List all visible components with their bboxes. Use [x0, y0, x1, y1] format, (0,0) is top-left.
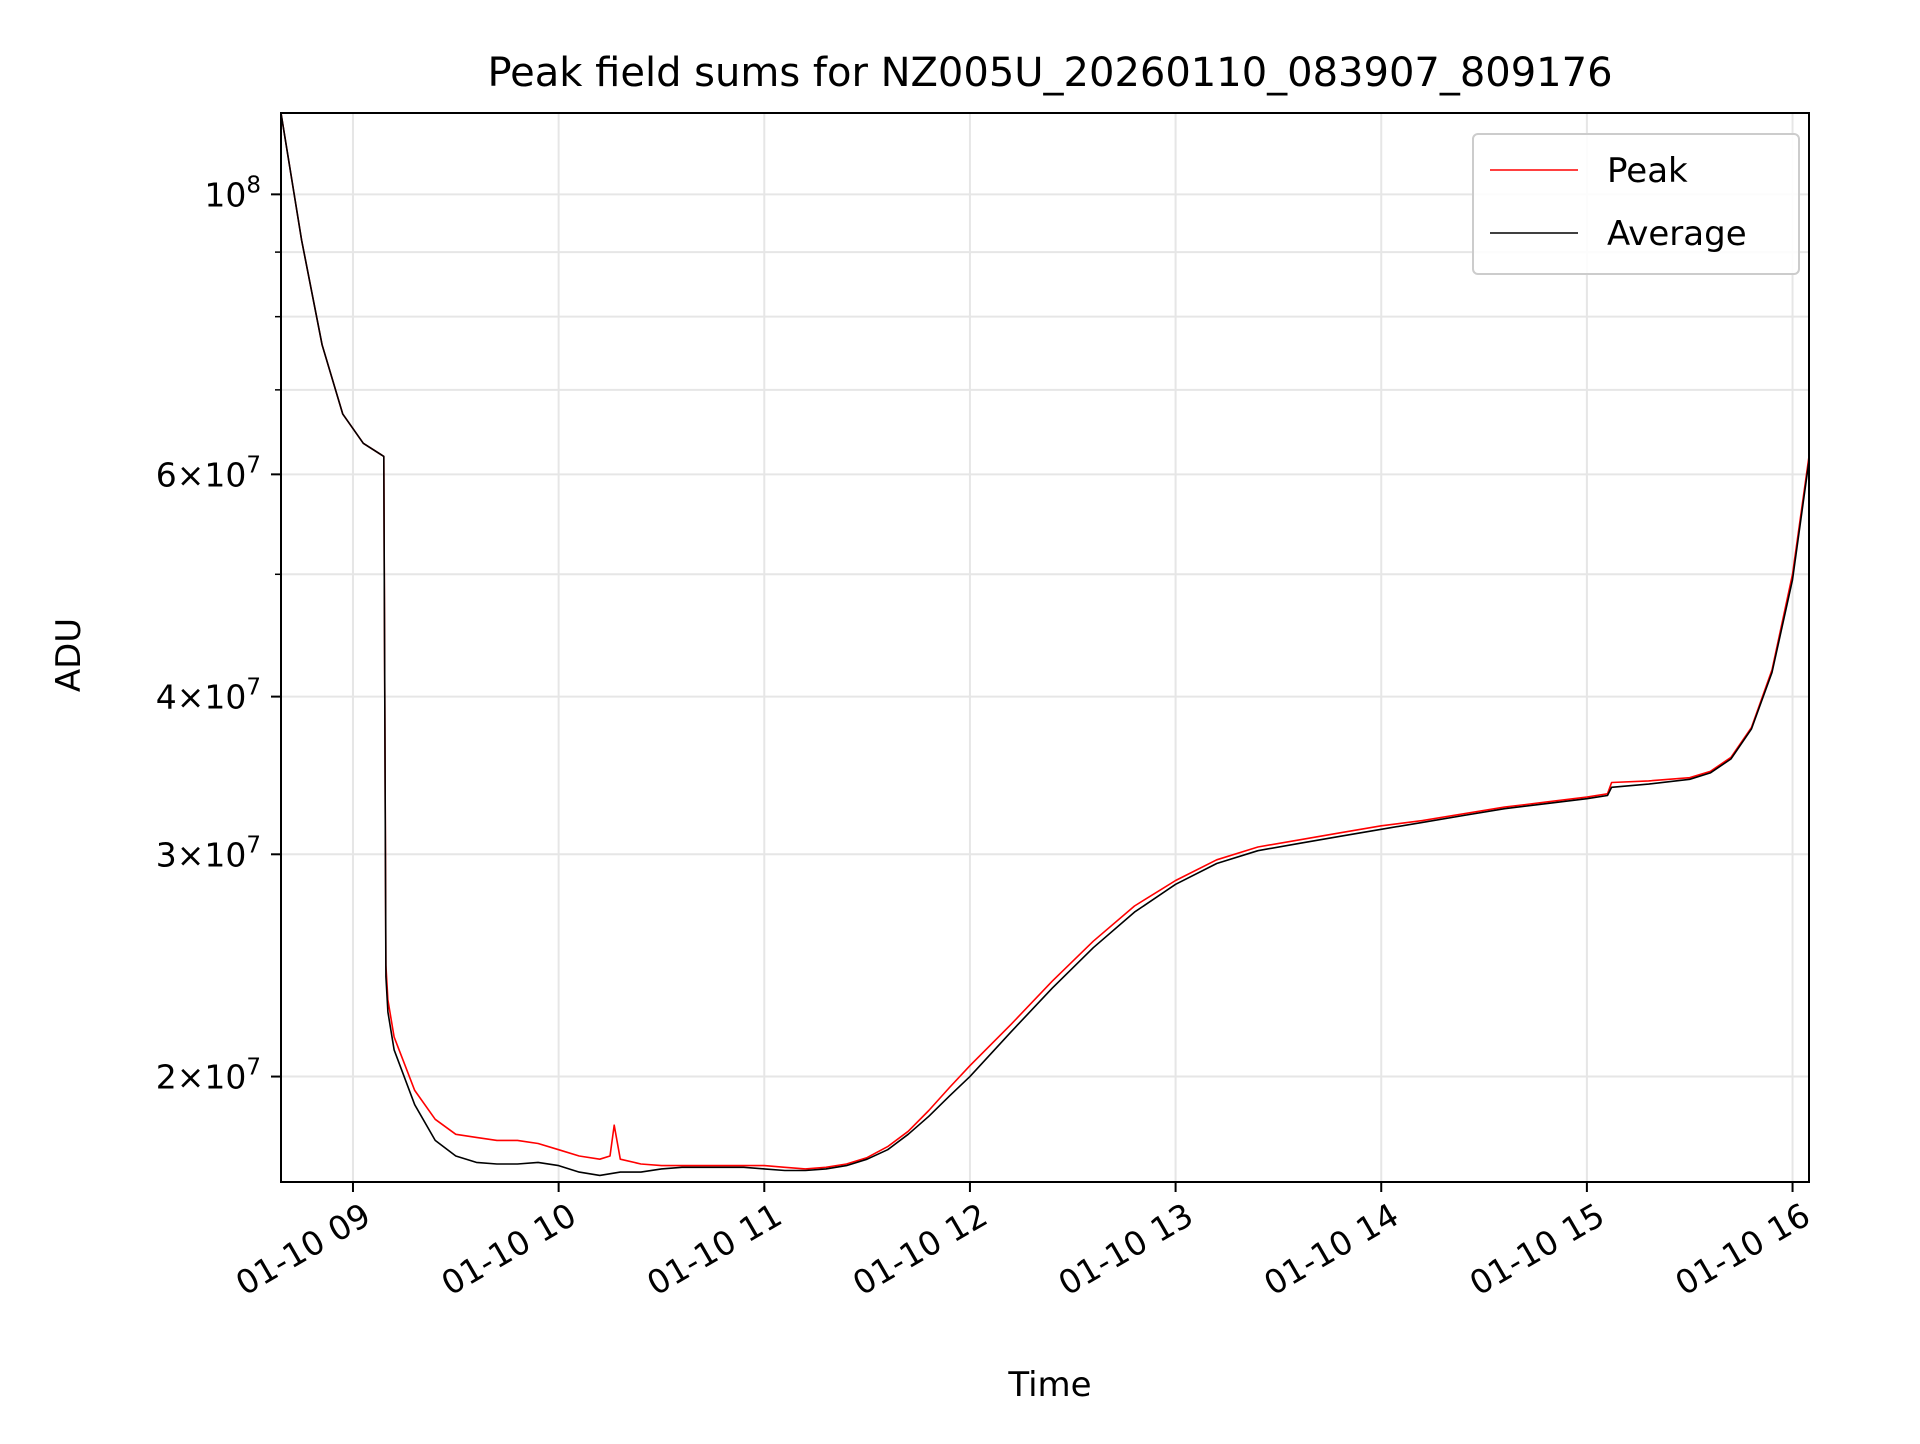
chart-title: Peak field sums for NZ005U_20260110_0839…: [487, 50, 1612, 96]
legend: Peak Average: [1472, 133, 1800, 275]
series-line-average: [281, 113, 1809, 1177]
y-tick-label: 108: [204, 172, 261, 214]
series-layer: [281, 113, 1809, 1177]
series-line-peak: [281, 113, 1809, 1170]
grid: [281, 113, 1809, 1182]
legend-label-average: Average: [1607, 214, 1747, 254]
y-tick-label: 2×107: [156, 1055, 261, 1097]
y-tick-label: 3×107: [156, 832, 261, 874]
y-tick-label: 4×107: [156, 675, 261, 717]
plot-frame: [280, 112, 1810, 1183]
legend-box: [1472, 133, 1800, 275]
legend-label-peak: Peak: [1607, 151, 1688, 191]
y-tick-label: 6×107: [156, 452, 261, 494]
y-axis-label: ADU: [49, 618, 89, 692]
x-axis-label: Time: [1007, 1365, 1091, 1405]
